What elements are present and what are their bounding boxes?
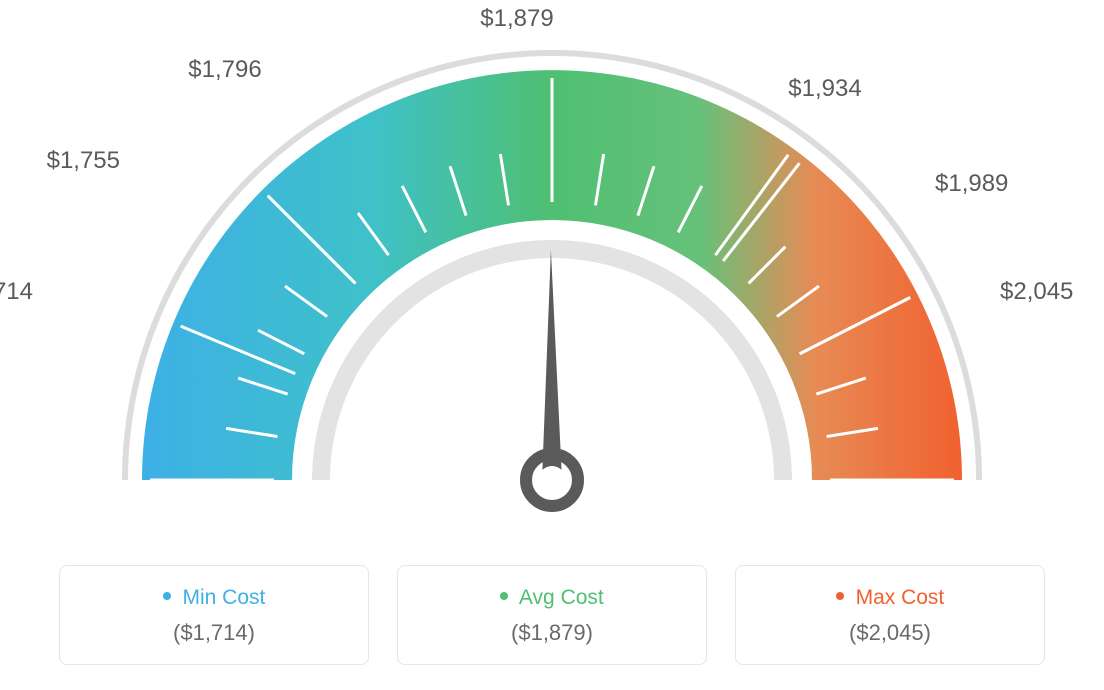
legend-card-avg: Avg Cost ($1,879) [397, 565, 707, 665]
legend-row: Min Cost ($1,714) Avg Cost ($1,879) Max … [0, 565, 1104, 665]
gauge-tick-label: $1,714 [0, 278, 33, 306]
gauge-area: $1,714 $1,755 $1,796 $1,879 $1,934 $1,989 $2,0… [0, 0, 1104, 560]
legend-min-label: Min Cost [182, 586, 265, 609]
legend-avg-title: Avg Cost [408, 586, 696, 610]
legend-max-value: ($2,045) [746, 620, 1034, 646]
legend-card-max: Max Cost ($2,045) [735, 565, 1045, 665]
dot-icon [500, 592, 508, 600]
legend-max-title: Max Cost [746, 586, 1034, 610]
gauge-tick-label: $1,755 [47, 147, 120, 175]
gauge-tick-label: $1,934 [788, 75, 861, 103]
gauge-tick-label: $1,879 [480, 5, 553, 33]
legend-avg-value: ($1,879) [408, 620, 696, 646]
gauge-chart-container: $1,714 $1,755 $1,796 $1,879 $1,934 $1,989 $2,0… [0, 0, 1104, 690]
gauge-tick-label: $1,989 [935, 170, 1008, 198]
dot-icon [836, 592, 844, 600]
legend-min-value: ($1,714) [70, 620, 358, 646]
legend-max-label: Max Cost [856, 586, 945, 609]
gauge-tick-label: $2,045 [1000, 278, 1073, 306]
dot-icon [163, 592, 171, 600]
legend-min-title: Min Cost [70, 586, 358, 610]
legend-avg-label: Avg Cost [519, 586, 604, 609]
legend-card-min: Min Cost ($1,714) [59, 565, 369, 665]
gauge-tick-label: $1,796 [188, 56, 261, 84]
gauge-svg [0, 0, 1104, 560]
